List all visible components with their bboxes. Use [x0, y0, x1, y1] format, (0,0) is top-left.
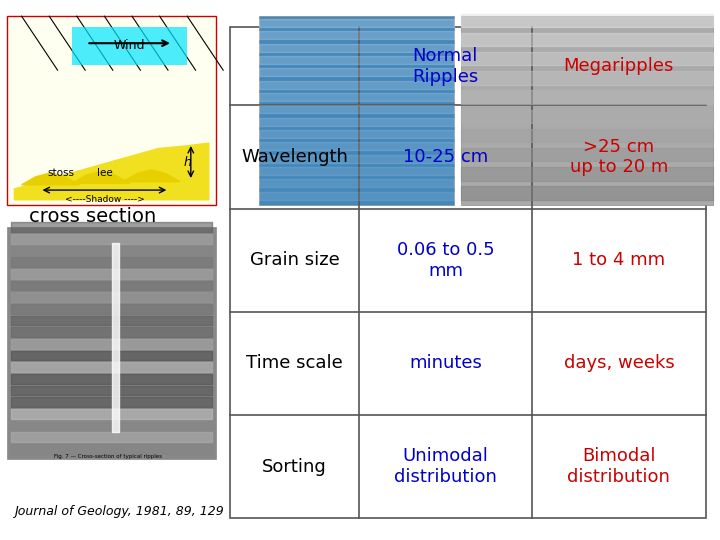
Bar: [7, 227, 216, 459]
Text: Time scale: Time scale: [246, 354, 343, 373]
Text: Unimodal
distribution: Unimodal distribution: [394, 447, 497, 486]
Text: days, weeks: days, weeks: [564, 354, 674, 373]
Polygon shape: [122, 170, 180, 182]
Text: 1 to 4 mm: 1 to 4 mm: [572, 251, 665, 269]
Bar: [7, 16, 216, 205]
Text: stoss: stoss: [48, 168, 75, 178]
Text: Megaripples: Megaripples: [564, 57, 674, 75]
Bar: [259, 16, 454, 205]
Bar: [230, 27, 706, 518]
Text: 10-25 cm: 10-25 cm: [402, 148, 488, 166]
Text: cross section: cross section: [29, 206, 156, 226]
Text: Grain size: Grain size: [250, 251, 339, 269]
Polygon shape: [72, 171, 130, 183]
Text: >25 cm
up to 20 m: >25 cm up to 20 m: [570, 138, 668, 177]
Text: Fig. 7 — Cross-section of typical ripples: Fig. 7 — Cross-section of typical ripple…: [54, 454, 162, 458]
Bar: [461, 16, 713, 205]
Bar: [72, 27, 187, 65]
Text: Wind: Wind: [114, 39, 145, 52]
Text: Sorting: Sorting: [262, 458, 327, 476]
Text: Journal of Geology, 1981, 89, 129: Journal of Geology, 1981, 89, 129: [14, 505, 224, 518]
Text: Bimodal
distribution: Bimodal distribution: [567, 447, 670, 486]
Text: Wavelength: Wavelength: [241, 148, 348, 166]
Text: lee: lee: [96, 168, 112, 178]
Text: Normal
Ripples: Normal Ripples: [413, 47, 479, 85]
Polygon shape: [14, 143, 209, 200]
Text: <----Shadow ---->: <----Shadow ---->: [65, 195, 144, 205]
Polygon shape: [22, 173, 79, 185]
Text: minutes: minutes: [409, 354, 482, 373]
Text: h: h: [184, 156, 191, 168]
Text: 0.06 to 0.5
mm: 0.06 to 0.5 mm: [397, 241, 494, 280]
